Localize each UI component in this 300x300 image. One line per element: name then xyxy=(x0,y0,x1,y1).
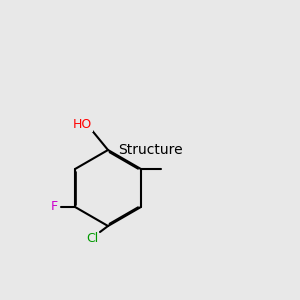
Text: Cl: Cl xyxy=(86,232,98,245)
Text: F: F xyxy=(50,200,58,214)
Text: HO: HO xyxy=(72,118,92,130)
Text: Structure: Structure xyxy=(118,143,182,157)
